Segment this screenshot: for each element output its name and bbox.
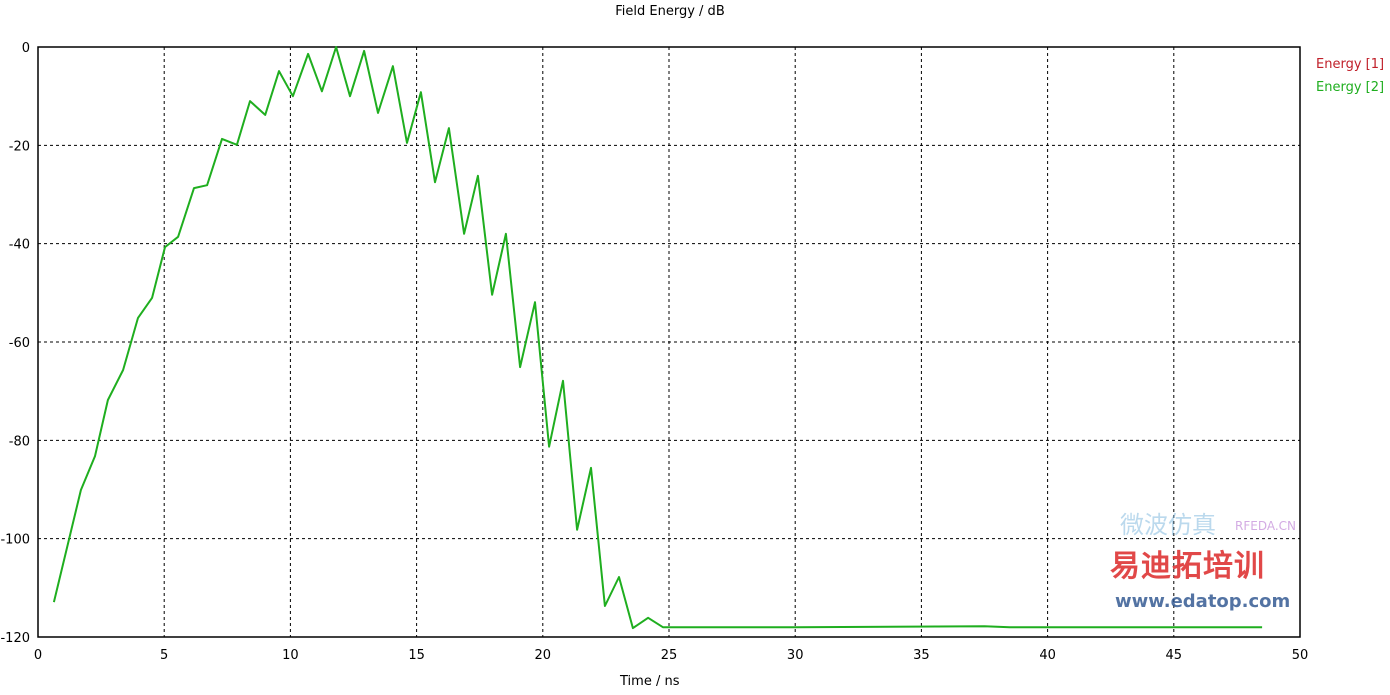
plot-frame <box>37 46 1301 638</box>
x-tick-label: 0 <box>34 648 42 663</box>
x-tick-label: 30 <box>787 648 804 663</box>
x-tick-label: 25 <box>661 648 678 663</box>
legend-entry-energy-2: Energy [2] <box>1316 80 1385 95</box>
legend: Energy [1] Energy [2] <box>1316 53 1384 99</box>
x-tick-label: 40 <box>1039 648 1056 663</box>
x-tick-label: 20 <box>535 648 552 663</box>
y-tick-label: -80 <box>9 434 30 449</box>
y-tick-label: -60 <box>9 336 30 351</box>
x-tick-label: 35 <box>913 648 930 663</box>
legend-entry-energy-1: Energy [1] <box>1316 57 1385 72</box>
x-tick-label: 5 <box>160 648 168 663</box>
y-tick-label: -40 <box>9 238 30 253</box>
y-tick-label: -20 <box>9 139 30 154</box>
x-tick-label: 10 <box>282 648 299 663</box>
x-axis-label: Time / ns <box>620 674 680 689</box>
x-tick-label: 50 <box>1292 648 1309 663</box>
y-tick-label: -100 <box>0 533 30 548</box>
y-tick-label: -120 <box>0 631 30 646</box>
chart-title: Field Energy / dB <box>615 4 725 19</box>
x-tick-label: 45 <box>1166 648 1183 663</box>
x-tick-label: 15 <box>408 648 425 663</box>
y-tick-label: 0 <box>22 41 30 56</box>
series-line-energy-2 <box>52 46 1263 630</box>
